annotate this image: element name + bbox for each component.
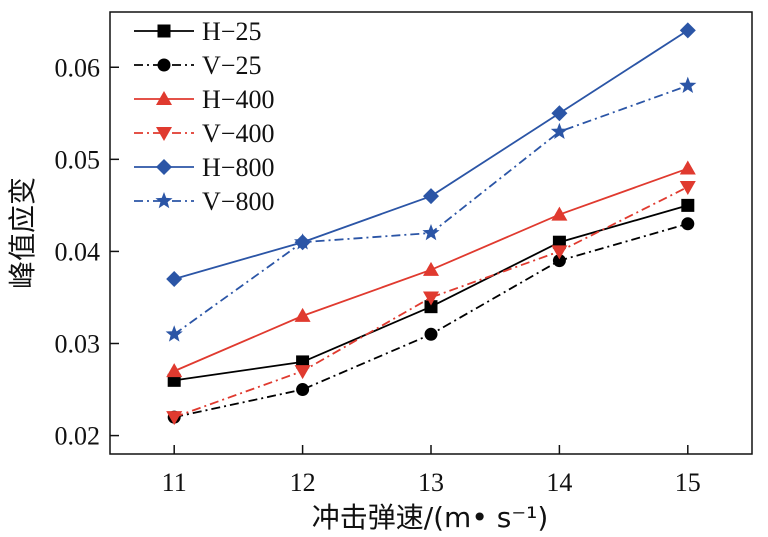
data-point xyxy=(296,383,310,397)
data-point xyxy=(679,180,696,195)
data-point xyxy=(424,300,438,314)
legend-label: H−800 xyxy=(202,153,274,182)
data-point xyxy=(551,105,568,122)
data-point xyxy=(294,365,311,380)
y-axis-label: 峰值应变 xyxy=(6,177,39,289)
legend-marker xyxy=(157,24,171,38)
series-group xyxy=(166,180,696,426)
series-group xyxy=(166,22,696,288)
legend-label: V−400 xyxy=(202,119,274,148)
data-point xyxy=(423,188,439,205)
series-line xyxy=(173,186,689,419)
x-tick-label: 15 xyxy=(675,468,701,497)
y-tick-label: 0.02 xyxy=(55,422,101,451)
data-point xyxy=(294,233,312,250)
legend: H−25 V−25 H−400 V−400 H−800 V−800 xyxy=(134,17,274,216)
y-tick-label: 0.05 xyxy=(55,145,101,174)
series-layer xyxy=(165,22,697,426)
legend-marker xyxy=(157,58,171,72)
data-point xyxy=(551,206,568,221)
legend-label: H−400 xyxy=(202,85,274,114)
series-line xyxy=(174,222,689,419)
y-tick-label: 0.03 xyxy=(55,330,101,359)
data-point xyxy=(681,198,695,212)
data-point xyxy=(165,325,183,342)
legend-label: V−25 xyxy=(202,51,261,80)
x-tick-label: 13 xyxy=(418,468,444,497)
data-point xyxy=(423,261,439,276)
data-point xyxy=(679,76,697,93)
data-point xyxy=(423,291,439,306)
data-point xyxy=(550,122,568,139)
x-tick-label: 11 xyxy=(162,468,187,497)
data-point xyxy=(422,224,440,241)
legend-marker xyxy=(156,159,172,175)
data-point xyxy=(294,307,311,322)
series-group xyxy=(166,160,696,378)
data-point xyxy=(551,245,568,260)
data-point xyxy=(552,254,566,268)
legend-label: V−800 xyxy=(202,187,274,216)
data-point xyxy=(679,160,696,175)
x-tick-label: 12 xyxy=(290,468,316,497)
legend-label: H−25 xyxy=(202,17,261,46)
data-point xyxy=(166,363,183,378)
legend-marker xyxy=(156,127,172,141)
y-tick-label: 0.04 xyxy=(55,237,101,266)
y-axis: 0.02 0.03 0.04 0.05 0.06 xyxy=(55,53,119,451)
data-point xyxy=(424,327,438,341)
series-group xyxy=(165,76,697,342)
series-group xyxy=(167,217,695,424)
y-tick-label: 0.06 xyxy=(55,53,101,82)
data-point xyxy=(679,22,696,39)
legend-marker xyxy=(155,192,173,209)
x-axis-label: 冲击弹速/(m• s⁻¹) xyxy=(312,501,549,534)
x-tick-label: 14 xyxy=(546,468,572,497)
legend-marker xyxy=(156,91,172,105)
data-point xyxy=(166,271,183,288)
data-point xyxy=(166,411,183,426)
data-point xyxy=(681,217,695,231)
x-axis: 11 12 13 14 15 xyxy=(162,445,701,497)
